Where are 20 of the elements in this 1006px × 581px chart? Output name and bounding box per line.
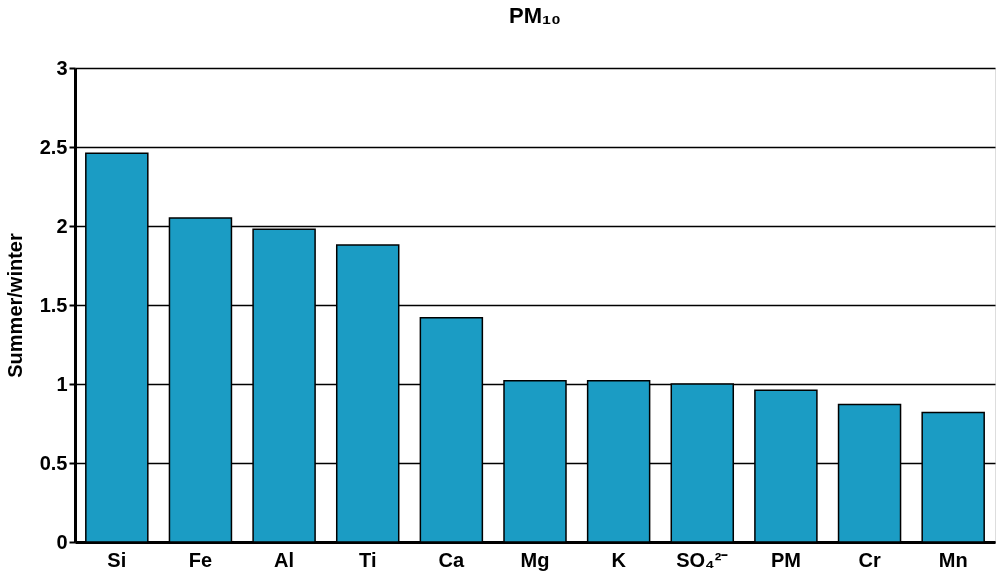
x-tick-label: Mg (520, 548, 550, 571)
y-tick-label: 1.5 (39, 293, 68, 316)
x-tick-label: K (611, 548, 627, 571)
y-tick-label: 0.5 (39, 451, 68, 474)
x-tick-label: Fe (188, 548, 213, 571)
x-tick-label: Cr (858, 548, 881, 571)
x-tick-label: Al (274, 548, 295, 571)
y-tick-label: 2.5 (39, 135, 68, 158)
y-tick-label: 1 (56, 372, 68, 395)
x-tick-label: SO₄²⁻ (676, 548, 729, 571)
y-tick-label: 3 (56, 56, 68, 79)
x-tick-label: Ti (359, 548, 377, 571)
y-tick-label: 0 (56, 530, 68, 553)
x-tick-label: PM (770, 548, 801, 571)
y-tick-label: 2 (56, 214, 68, 237)
x-tick-label: Ca (438, 548, 466, 571)
y-axis-title: Summer/winter (3, 233, 26, 378)
chart-title: PM₁₀ (508, 3, 562, 28)
x-tick-label: Si (107, 548, 127, 571)
x-tick-label: Mn (938, 548, 968, 571)
